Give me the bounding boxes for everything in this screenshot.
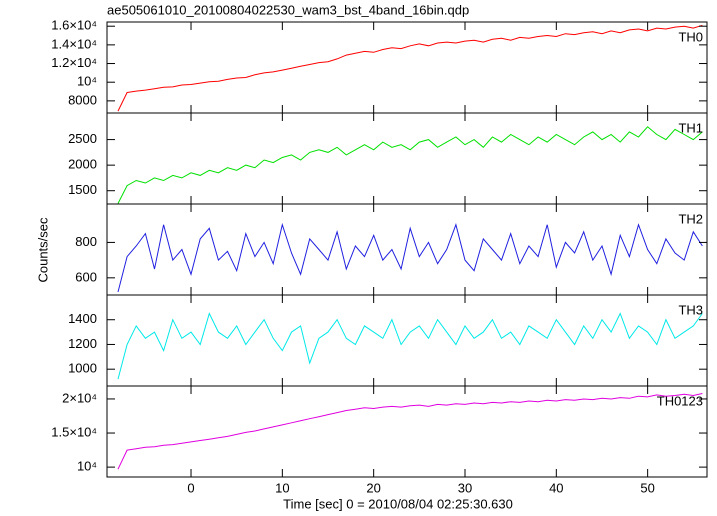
y-tick-label: 1500 (68, 182, 97, 197)
panel-frame (106, 385, 708, 478)
y-tick-label: 1.6×10⁴ (51, 18, 97, 33)
y-tick-label: 600 (75, 269, 97, 284)
x-tick-label: 40 (549, 480, 563, 495)
x-tick-label: 30 (458, 480, 472, 495)
x-tick-label: 0 (187, 480, 194, 495)
y-tick-label: 8000 (68, 92, 97, 107)
y-tick-label: 10⁴ (77, 459, 97, 474)
chart-title: ae505061010_20100804022530_wam3_bst_4ban… (107, 2, 469, 17)
x-tick-label: 50 (640, 480, 654, 495)
panel-label: TH0123 (657, 393, 703, 408)
y-tick-label: 1400 (68, 311, 97, 326)
y-tick-label: 1200 (68, 336, 97, 351)
series-line (117, 393, 703, 470)
x-tick-label: 10 (275, 480, 289, 495)
panel-label: TH0 (678, 29, 703, 44)
y-tick-label: 1000 (68, 361, 97, 376)
series-line (117, 222, 703, 293)
y-tick-label: 800 (75, 234, 97, 249)
y-tick-label: 1.5×10⁴ (51, 424, 97, 439)
y-tick-label: 2000 (68, 157, 97, 172)
panel-label: TH1 (678, 120, 703, 135)
y-tick-label: 2500 (68, 131, 97, 146)
y-tick-label: 1.2×10⁴ (51, 55, 97, 70)
panel-label: TH2 (678, 211, 703, 226)
y-tick-label: 1.4×10⁴ (51, 36, 97, 51)
panel-label: TH3 (678, 302, 703, 317)
x-axis-label: Time [sec] 0 = 2010/08/04 02:25:30.630 (283, 496, 513, 511)
series-line (117, 24, 703, 112)
y-tick-label: 2×10⁴ (62, 390, 97, 405)
y-axis-label: Counts/sec (35, 217, 50, 283)
x-tick-label: 20 (366, 480, 380, 495)
series-line (117, 312, 703, 380)
y-tick-label: 10⁴ (77, 74, 97, 89)
panel-frame (106, 21, 708, 114)
series-line (117, 126, 703, 204)
panel-frame (106, 112, 708, 205)
